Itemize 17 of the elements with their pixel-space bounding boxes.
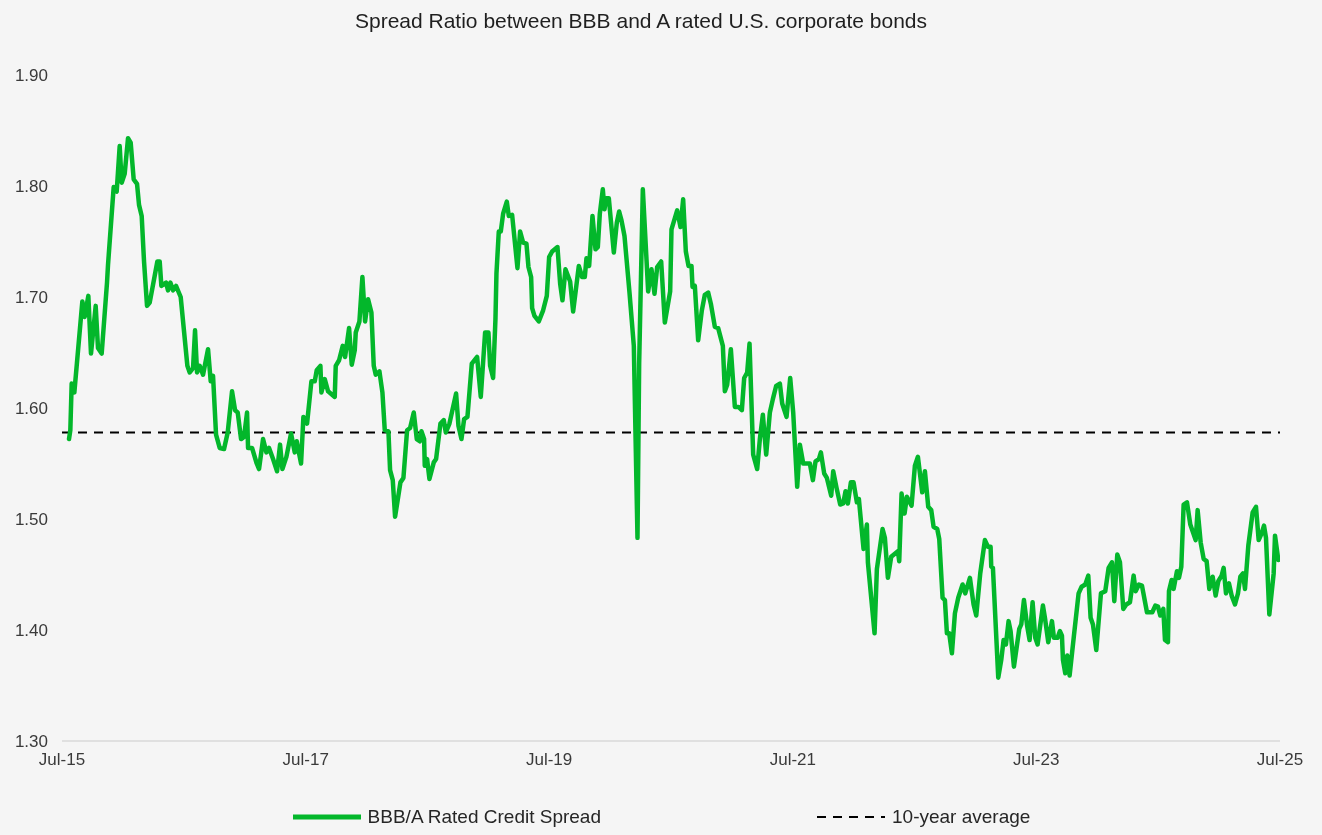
y-tick-label: 1.90 bbox=[14, 66, 48, 86]
y-tick-label: 1.70 bbox=[14, 288, 48, 308]
y-tick-label: 1.60 bbox=[14, 399, 48, 419]
y-tick-label: 1.80 bbox=[14, 177, 48, 197]
legend-label: 10-year average bbox=[892, 806, 1031, 828]
y-tick-label: 1.50 bbox=[14, 510, 48, 530]
line-series bbox=[66, 136, 1280, 680]
x-tick-label: Jul-25 bbox=[1256, 750, 1304, 770]
x-tick-label: Jul-23 bbox=[1013, 750, 1060, 770]
chart-title: Spread Ratio between BBB and A rated U.S. corporate bonds bbox=[353, 9, 928, 33]
y-tick-label: 1.40 bbox=[14, 621, 48, 641]
y-tick-label: 1.30 bbox=[14, 732, 48, 752]
legend-label: BBB/A Rated Credit Spread bbox=[367, 806, 602, 828]
x-tick-label: Jul-19 bbox=[525, 750, 573, 770]
x-tick-label: Jul-15 bbox=[38, 750, 86, 770]
x-tick-label: Jul-17 bbox=[282, 750, 329, 770]
x-tick-label: Jul-21 bbox=[769, 750, 817, 770]
